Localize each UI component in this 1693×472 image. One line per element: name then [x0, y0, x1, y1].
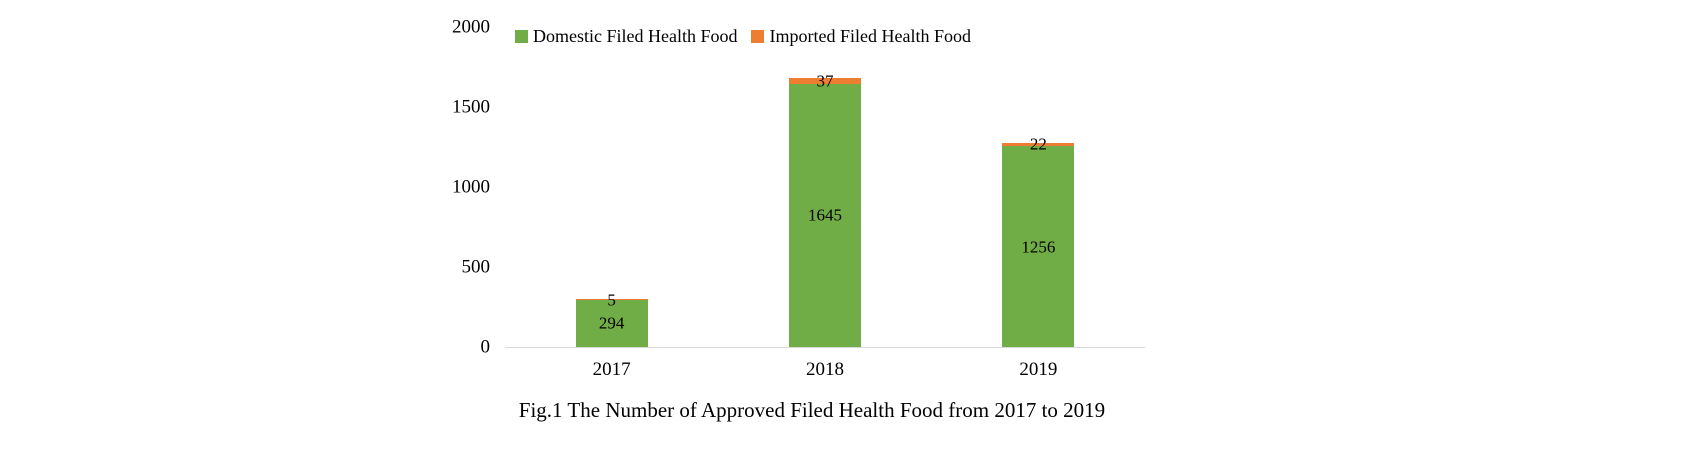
- legend-swatch-imported-icon: [751, 29, 765, 43]
- segment-imported-2019: [1002, 142, 1075, 147]
- y-tick-label: 1500: [452, 96, 490, 118]
- legend-item-domestic: Domestic Filed Health Food: [515, 27, 737, 45]
- segment-domestic-2019: [1002, 146, 1075, 347]
- bar-2019: [1002, 142, 1075, 347]
- segment-domestic-2017: [575, 299, 648, 347]
- bar-2018: [789, 77, 861, 347]
- data-label-domestic-2018: 1645: [808, 205, 842, 225]
- y-tick-label: 500: [461, 256, 491, 278]
- x-tick-label-2017: 2017: [592, 359, 631, 380]
- legend-item-imported: Imported Filed Health Food: [751, 26, 971, 46]
- segment-imported-2017: [575, 299, 648, 300]
- y-tick-label: 0: [480, 336, 491, 358]
- plot-area: 294 5 1645 37 1256 22: [505, 27, 1145, 348]
- x-axis: 2017 2018 2019: [505, 360, 1145, 384]
- data-label-domestic-2019: 1256: [1021, 237, 1056, 257]
- legend-swatch-domestic-icon: [515, 29, 528, 43]
- data-label-domestic-2017: 294: [598, 313, 625, 333]
- data-label-imported-2018: 37: [816, 71, 834, 91]
- chart-legend: Domestic Filed Health Food Imported File…: [515, 27, 971, 45]
- figure-caption: Fig.1 The Number of Approved Filed Healt…: [518, 398, 1106, 422]
- segment-domestic-2018: [789, 83, 861, 347]
- legend-label-imported: Imported Filed Health Food: [769, 26, 971, 46]
- x-tick-label-2018: 2018: [806, 359, 844, 380]
- y-axis: 0 500 1000 1500 2000: [415, 18, 491, 357]
- y-tick-label: 2000: [452, 16, 490, 38]
- data-label-imported-2019: 22: [1029, 134, 1047, 154]
- data-label-imported-2017: 5: [607, 290, 616, 310]
- segment-imported-2018: [789, 77, 861, 84]
- x-tick-label-2019: 2019: [1019, 359, 1058, 380]
- y-tick-label: 1000: [452, 176, 490, 198]
- legend-label-domestic: Domestic Filed Health Food: [533, 26, 738, 46]
- bar-2017: [575, 299, 648, 347]
